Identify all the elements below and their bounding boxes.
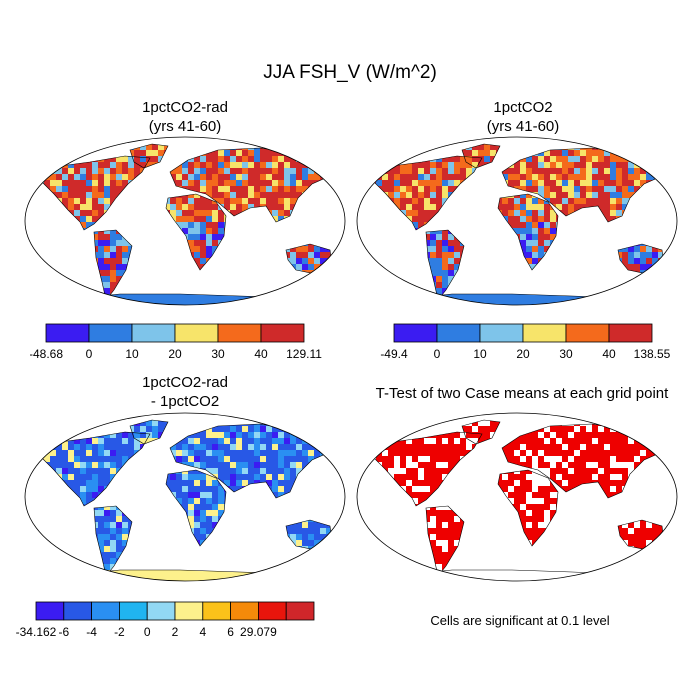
colorbar-3-tick-label: 0 — [144, 625, 151, 639]
coastline-greenland — [461, 419, 501, 445]
map-panel-3 — [24, 412, 346, 582]
colorbar-3-tick-label: -34.162 — [16, 625, 57, 639]
colorbar-1-tick-label: -48.68 — [30, 347, 63, 361]
coastline-europe-asia — [501, 423, 669, 499]
panel-title-3-line2: - 1pctCO2 — [150, 393, 220, 410]
panel-title-2: 1pctCO2 (yrs 41-60) — [403, 98, 643, 136]
colorbar-2-swatch — [565, 323, 610, 343]
coastline-north-america — [371, 155, 483, 231]
colorbar-3-tick-label: -4 — [86, 625, 97, 639]
colorbar-3-swatch — [230, 601, 259, 621]
colorbar-2: -49.4 0 10 20 30 40 138.55 — [380, 323, 671, 361]
colorbar-2-tick-label: 138.55 — [634, 347, 671, 361]
colorbar-2-tick-label: 0 — [434, 347, 441, 361]
colorbar-2-swatch — [522, 323, 567, 343]
colorbar-1-tick-label: 30 — [211, 347, 225, 361]
coastline-north-america — [39, 431, 151, 507]
panel-title-3: 1pctCO2-rad - 1pctCO2 — [65, 373, 305, 411]
colorbar-3-tick-label: 6 — [227, 625, 234, 639]
colorbar-3-tick-label: -2 — [114, 625, 125, 639]
coastline-africa — [165, 193, 227, 271]
coastline-africa — [165, 469, 227, 547]
colorbar-2-swatch — [608, 323, 653, 343]
colorbar-3-swatch — [91, 601, 120, 621]
significance-footnote: Cells are significant at 0.1 level — [430, 613, 610, 628]
figure-title: JJA FSH_V (W/m^2) — [263, 62, 437, 83]
colorbar-3-tick-label: 2 — [172, 625, 179, 639]
coastline-europe-asia — [501, 147, 669, 223]
colorbar-1-swatch — [131, 323, 176, 343]
coastline-north-america — [39, 155, 151, 231]
colorbar-3-swatch — [63, 601, 92, 621]
coastline-south-america — [93, 505, 133, 577]
colorbar-1-tick-label: 10 — [125, 347, 139, 361]
colorbar-1: -48.68 0 10 20 30 40 129.11 — [30, 323, 322, 361]
panel-title-4: T-Test of two Case means at each grid po… — [352, 384, 692, 403]
colorbar-2-tick-label: 40 — [602, 347, 616, 361]
coastline-europe-asia — [169, 147, 337, 223]
colorbar-2-tick-label: 30 — [559, 347, 573, 361]
colorbar-1-tick-label: 129.11 — [286, 347, 322, 361]
colorbar-1-swatch — [217, 323, 262, 343]
panel-title-1: 1pctCO2-rad (yrs 41-60) — [65, 98, 305, 136]
colorbar-1-tick-label: 20 — [168, 347, 182, 361]
colorbar-3-swatch — [119, 601, 148, 621]
colorbar-3-tick-label: 29.079 — [240, 625, 277, 639]
coastline-africa — [497, 193, 559, 271]
coastline-south-america — [425, 229, 465, 301]
colorbar-1-swatch — [260, 323, 305, 343]
map-panel-4 — [356, 412, 678, 582]
colorbar-2-swatch — [393, 323, 438, 343]
colorbar-3-swatch — [202, 601, 232, 621]
colorbar-3-swatch — [146, 601, 176, 621]
coastline-africa — [497, 469, 559, 547]
map-panel-2 — [356, 136, 678, 306]
panel-title-4-line1: T-Test of two Case means at each grid po… — [375, 385, 669, 402]
colorbar-3-tick-label: 4 — [199, 625, 206, 639]
coastline-south-america — [93, 229, 133, 301]
colorbar-3-tick-label: -6 — [58, 625, 69, 639]
panel-title-1-line2: (yrs 41-60) — [148, 118, 222, 135]
map-panel-1 — [24, 136, 346, 306]
colorbar-2-tick-label: 10 — [473, 347, 487, 361]
colorbar-1-swatch — [88, 323, 133, 343]
map-border — [356, 136, 678, 306]
colorbar-2-swatch — [479, 323, 524, 343]
colorbar-3-swatch — [35, 601, 65, 621]
colorbar-1-tick-label: 40 — [254, 347, 268, 361]
coastline-north-america — [371, 431, 483, 507]
colorbar-2-swatch — [436, 323, 481, 343]
coastline-greenland — [129, 143, 169, 169]
colorbar-3-swatch — [257, 601, 287, 621]
coastline-south-america — [425, 505, 465, 577]
colorbar-3-swatch — [285, 601, 315, 621]
panel-title-1-line1: 1pctCO2-rad — [142, 99, 228, 116]
colorbar-1-swatch — [45, 323, 90, 343]
colorbar-2-tick-label: -49.4 — [380, 347, 408, 361]
panel-title-2-line1: 1pctCO2 — [493, 99, 553, 116]
coastline-greenland — [461, 143, 501, 169]
colorbar-1-tick-label: 0 — [86, 347, 93, 361]
coastline-europe-asia — [169, 423, 337, 499]
panel-title-2-line2: (yrs 41-60) — [486, 118, 560, 135]
colorbar-1-swatch — [174, 323, 219, 343]
colorbar-2-tick-label: 20 — [516, 347, 530, 361]
colorbar-3: -34.162 -6 -4 -2 0 2 4 6 29.079 — [16, 601, 315, 639]
map-border — [24, 136, 346, 306]
colorbar-3-swatch — [174, 601, 204, 621]
map-border — [356, 412, 678, 582]
panel-title-3-line1: 1pctCO2-rad — [142, 374, 228, 391]
coastline-greenland — [129, 419, 169, 445]
map-border — [24, 412, 346, 582]
